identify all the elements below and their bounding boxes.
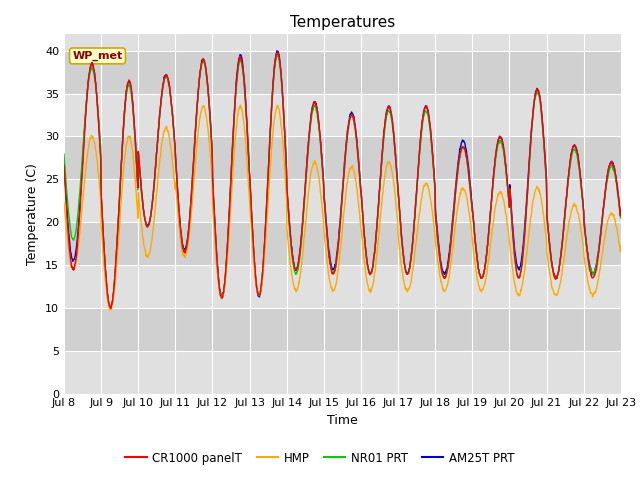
AM25T PRT bbox=[184, 230, 192, 236]
AM25T PRT bbox=[273, 48, 281, 54]
CR1000 panelT bbox=[184, 233, 192, 239]
NR01 PRT bbox=[552, 275, 559, 280]
AM25T PRT bbox=[60, 159, 68, 165]
NR01 PRT bbox=[429, 166, 437, 172]
HMP bbox=[60, 200, 68, 205]
Line: HMP: HMP bbox=[64, 105, 621, 310]
CR1000 panelT bbox=[274, 49, 282, 55]
HMP bbox=[171, 181, 179, 187]
Bar bbox=[64, 308, 621, 351]
CR1000 panelT bbox=[502, 169, 510, 175]
HMP bbox=[247, 218, 255, 224]
CR1000 panelT bbox=[107, 305, 115, 311]
CR1000 panelT bbox=[246, 190, 254, 196]
HMP bbox=[107, 307, 115, 313]
NR01 PRT bbox=[246, 190, 254, 195]
Line: CR1000 panelT: CR1000 panelT bbox=[64, 52, 621, 308]
CR1000 panelT bbox=[171, 140, 179, 145]
AM25T PRT bbox=[429, 164, 437, 170]
NR01 PRT bbox=[617, 215, 625, 221]
Text: WP_met: WP_met bbox=[72, 51, 123, 61]
Bar bbox=[64, 51, 621, 94]
Legend: CR1000 panelT, HMP, NR01 PRT, AM25T PRT: CR1000 panelT, HMP, NR01 PRT, AM25T PRT bbox=[120, 447, 520, 469]
NR01 PRT bbox=[171, 139, 179, 145]
Bar bbox=[64, 351, 621, 394]
NR01 PRT bbox=[106, 305, 113, 311]
HMP bbox=[617, 243, 625, 249]
NR01 PRT bbox=[274, 51, 282, 57]
HMP bbox=[184, 240, 192, 246]
Title: Temperatures: Temperatures bbox=[290, 15, 395, 30]
AM25T PRT bbox=[246, 189, 254, 195]
AM25T PRT bbox=[107, 306, 115, 312]
CR1000 panelT bbox=[429, 164, 437, 169]
X-axis label: Time: Time bbox=[327, 414, 358, 427]
Bar bbox=[64, 265, 621, 308]
Bar bbox=[64, 136, 621, 180]
Bar bbox=[64, 180, 621, 222]
AM25T PRT bbox=[502, 169, 510, 175]
HMP bbox=[429, 219, 437, 225]
CR1000 panelT bbox=[617, 208, 625, 214]
HMP bbox=[502, 213, 510, 218]
HMP bbox=[552, 292, 559, 298]
NR01 PRT bbox=[502, 171, 510, 177]
HMP bbox=[237, 102, 244, 108]
AM25T PRT bbox=[552, 275, 559, 281]
AM25T PRT bbox=[617, 212, 625, 217]
AM25T PRT bbox=[171, 139, 179, 145]
Bar bbox=[64, 222, 621, 265]
CR1000 panelT bbox=[552, 276, 559, 282]
Line: AM25T PRT: AM25T PRT bbox=[64, 51, 621, 309]
NR01 PRT bbox=[184, 232, 192, 238]
NR01 PRT bbox=[60, 151, 68, 157]
Line: NR01 PRT: NR01 PRT bbox=[64, 54, 621, 308]
Bar bbox=[64, 94, 621, 136]
CR1000 panelT bbox=[60, 162, 68, 168]
Y-axis label: Temperature (C): Temperature (C) bbox=[26, 163, 40, 264]
